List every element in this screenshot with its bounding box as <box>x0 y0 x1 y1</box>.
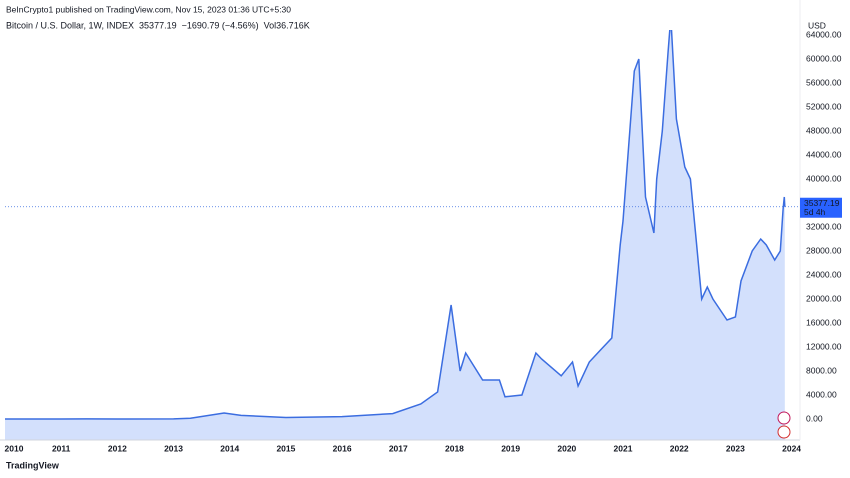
x-tick-label: 2017 <box>389 443 408 453</box>
x-tick-label: 2016 <box>333 443 352 453</box>
y-tick-label: 20000.00 <box>806 293 842 303</box>
flag-icon[interactable] <box>777 425 791 439</box>
y-tick-label: 52000.00 <box>806 101 842 111</box>
last-price-label: 35377.19 <box>804 198 840 208</box>
x-tick-label: 2013 <box>164 443 183 453</box>
x-tick-label: 2019 <box>501 443 520 453</box>
y-tick-label: 64000.00 <box>806 29 842 39</box>
x-tick-label: 2011 <box>52 443 71 453</box>
legend-volume: 36.716K <box>276 20 310 30</box>
x-tick-label: 2020 <box>557 443 576 453</box>
y-tick-label: 0.00 <box>806 413 823 423</box>
event-icon[interactable] <box>777 411 791 425</box>
area <box>5 30 785 440</box>
x-tick-label: 2012 <box>108 443 127 453</box>
y-tick-label: 28000.00 <box>806 245 842 255</box>
footer-brand: TradingView <box>6 460 60 470</box>
y-tick-label: 44000.00 <box>806 149 842 159</box>
legend-vol-label: Vol <box>264 20 277 30</box>
y-tick-label: 16000.00 <box>806 317 842 327</box>
countdown-label: 5d 4h <box>804 207 826 217</box>
x-tick-label: 2022 <box>670 443 689 453</box>
y-tick-label: 24000.00 <box>806 269 842 279</box>
y-tick-label: 40000.00 <box>806 173 842 183</box>
legend-change: −1690.79 (−4.56%) <box>182 20 259 30</box>
y-tick-label: 4000.00 <box>806 389 837 399</box>
x-tick-label: 2015 <box>276 443 295 453</box>
legend-price: 35377.19 <box>139 20 177 30</box>
currency: USD <box>808 20 826 30</box>
y-tick-label: 60000.00 <box>806 53 842 63</box>
y-tick-label: 56000.00 <box>806 77 842 87</box>
y-tick-label: 8000.00 <box>806 365 837 375</box>
price-line <box>5 30 786 420</box>
x-tick-label: 2014 <box>220 443 239 453</box>
x-tick-label: 2010 <box>5 443 24 453</box>
published-note: BeInCrypto1 published on TradingView.com… <box>6 4 291 14</box>
y-tick-label: 48000.00 <box>806 125 842 135</box>
x-tick-label: 2023 <box>726 443 745 453</box>
legend-symbol: Bitcoin / U.S. Dollar, 1W, INDEX <box>6 20 134 30</box>
x-tick-label: 2018 <box>445 443 464 453</box>
y-tick-label: 32000.00 <box>806 221 842 231</box>
x-tick-label: 2024 <box>782 443 801 453</box>
last-price-badge <box>800 197 842 218</box>
y-tick-label: 12000.00 <box>806 341 842 351</box>
x-tick-label: 2021 <box>614 443 633 453</box>
